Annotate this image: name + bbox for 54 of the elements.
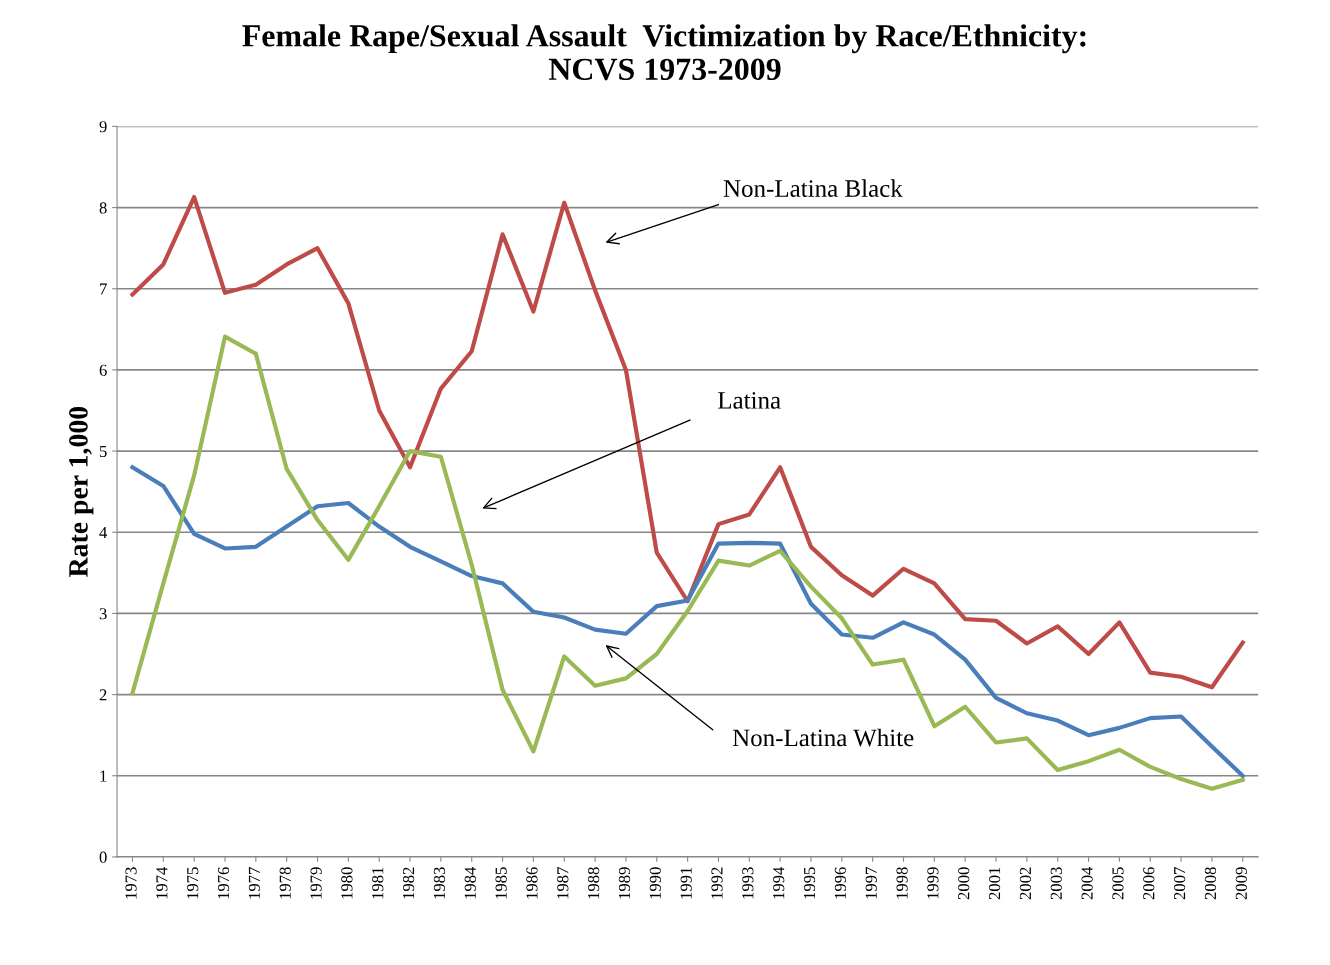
x-tick-label: 2005	[1112, 867, 1124, 900]
x-tick-label: 1974	[156, 866, 168, 899]
x-tick-label: 1976	[217, 867, 230, 899]
y-tick-label: 0	[99, 851, 107, 863]
y-tick-label: 7	[100, 283, 107, 295]
x-tick-label: 1984	[464, 866, 476, 899]
x-tick-label: 1983	[433, 867, 446, 899]
line-series	[130, 334, 1245, 791]
x-tick-label: 2002	[1019, 867, 1032, 900]
x-tick-label: 1996	[834, 867, 846, 899]
x-tick-label: 1994	[773, 866, 785, 899]
x-tick-label: 1990	[649, 867, 661, 899]
x-tick-label: 1989	[618, 867, 631, 899]
annotation: Non-Latina White	[732, 728, 914, 747]
line-series	[130, 465, 1245, 778]
annotation: Non-Latina Black	[723, 179, 903, 197]
x-tick-label: 2006	[1143, 867, 1155, 900]
x-tick-label: 1981	[372, 867, 384, 899]
x-tick-label: 1992	[711, 867, 723, 899]
x-tick-label: 2008	[1204, 867, 1217, 900]
x-tick-label: 1988	[588, 867, 600, 899]
y-tick-label: 9	[99, 121, 107, 133]
x-tick-label: 1998	[896, 867, 908, 899]
x-tick-label: 1973	[125, 867, 137, 899]
x-tick-label: 2000	[958, 867, 970, 900]
x-tick-label: 1975	[187, 867, 199, 899]
x-tick-label: 2004	[1081, 866, 1093, 900]
y-tick-label: 5	[99, 445, 107, 458]
x-tick-label: 1997	[865, 867, 877, 899]
x-tick-label: 1995	[803, 867, 816, 899]
x-tick-label: 1991	[680, 867, 692, 899]
x-tick-label: 1999	[927, 867, 939, 899]
annotation: Latina	[718, 392, 781, 409]
x-tick-label: 1979	[310, 867, 322, 899]
y-tick-label: 2	[99, 689, 107, 701]
y-tick-label: 8	[99, 202, 107, 214]
chart-title: Female Rape/Sexual Assault Victimization by Race/Ethnicity: NCVS 1973-2009	[242, 24, 1086, 81]
x-tick-label: 2003	[1050, 867, 1062, 900]
x-tick-label: 1993	[742, 867, 754, 899]
y-tick-label: 3	[99, 608, 107, 620]
x-tick-label: 2009	[1235, 867, 1247, 900]
y-tick-label: 1	[100, 770, 107, 782]
x-tick-label: 1982	[402, 867, 415, 899]
x-tick-label: 1978	[279, 867, 291, 899]
x-tick-label: 1986	[526, 867, 538, 899]
x-tick-label: 2007	[1174, 867, 1186, 900]
x-tick-label: 1987	[557, 867, 569, 899]
x-tick-label: 1977	[248, 867, 260, 899]
x-tick-label: 1985	[495, 867, 507, 899]
y-tick-label: 6	[99, 364, 107, 376]
y-axis-title: Rate per 1,000	[69, 406, 94, 577]
y-tick-label: 4	[99, 527, 108, 539]
x-tick-label: 1980	[341, 867, 353, 899]
x-tick-label: 2001	[988, 867, 1001, 900]
